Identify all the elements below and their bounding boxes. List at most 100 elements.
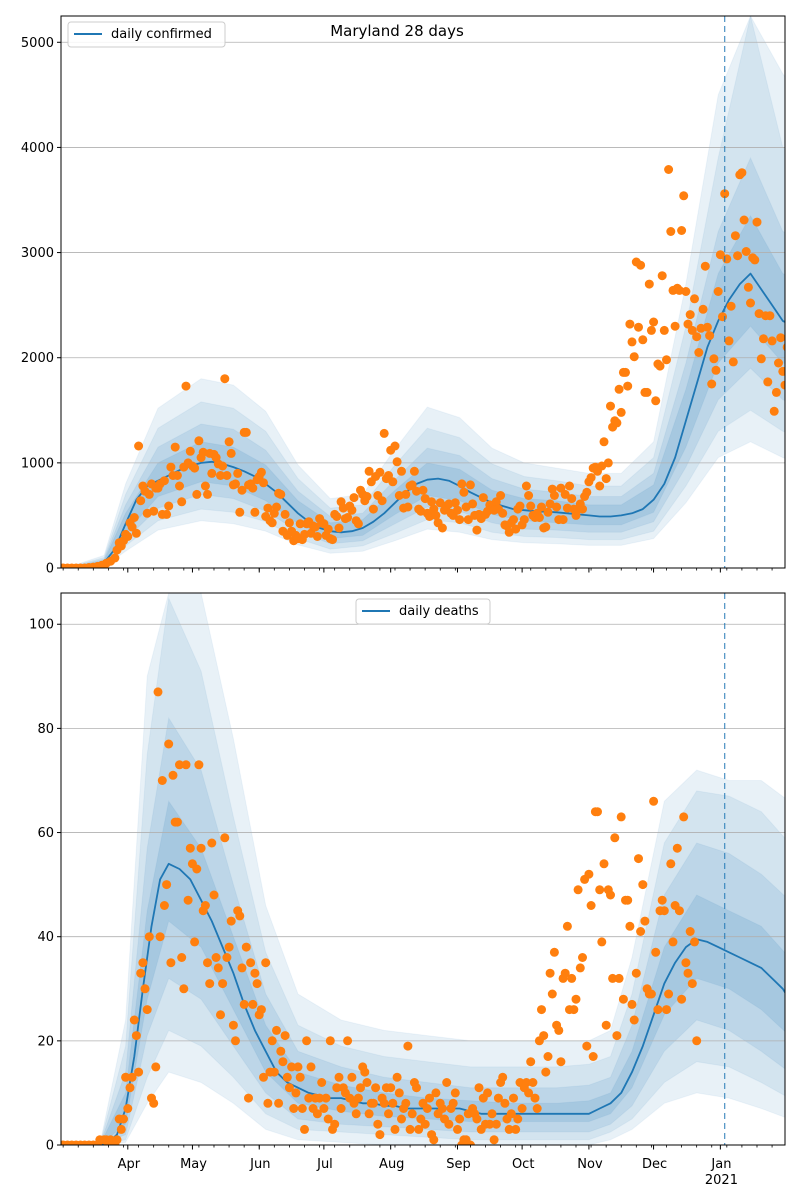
confirmed-observed-point xyxy=(709,354,719,364)
deaths-observed-point xyxy=(683,968,693,978)
deaths-observed-point xyxy=(636,927,646,936)
deaths-observed-point xyxy=(384,1109,393,1119)
deaths-panel: 0 20 40 60 80 100 Apr May Jun Jul Aug Sep Oct Nov Dec J… xyxy=(29,592,786,1188)
confirmed-observed-point xyxy=(216,471,225,480)
deaths-observed-point xyxy=(364,1109,374,1119)
deaths-observed-point xyxy=(662,1005,671,1015)
confirmed-observed-point xyxy=(556,483,566,493)
confirmed-observed-point xyxy=(690,294,699,304)
deaths-observed-point xyxy=(483,1088,493,1098)
confirmed-observed-point xyxy=(162,509,172,519)
deaths-observed-point xyxy=(403,1041,413,1051)
confirmed-observed-point xyxy=(368,504,378,514)
deaths-observed-point xyxy=(425,1093,434,1103)
confirmed-observed-point xyxy=(724,336,734,346)
confirmed-observed-point xyxy=(259,478,268,488)
deaths-observed-point xyxy=(312,1109,322,1119)
confirmed-observed-point xyxy=(192,489,202,499)
deaths-ytick-label: 40 xyxy=(37,930,54,945)
deaths-observed-point xyxy=(272,1025,281,1035)
deaths-observed-point xyxy=(125,1083,135,1093)
deaths-observed-point xyxy=(455,1114,465,1124)
deaths-observed-point xyxy=(511,1124,521,1134)
deaths-observed-point xyxy=(179,984,189,994)
deaths-observed-point xyxy=(231,1036,240,1046)
confirmed-observed-point xyxy=(129,513,139,522)
confirmed-observed-point xyxy=(190,463,200,473)
confirmed-observed-point xyxy=(537,502,546,512)
confirmed-observed-point xyxy=(560,489,570,499)
confirmed-observed-point xyxy=(431,510,441,520)
confirmed-observed-point xyxy=(136,496,146,506)
confirmed-observed-point xyxy=(248,483,258,493)
confirmed-observed-point xyxy=(664,165,674,174)
confirmed-observed-point xyxy=(614,384,624,394)
confirmed-observed-point xyxy=(679,191,689,201)
deaths-observed-point xyxy=(112,1135,122,1145)
deaths-observed-point xyxy=(149,1098,159,1108)
confirmed-observed-point xyxy=(272,502,281,512)
deaths-observed-point xyxy=(267,1036,277,1046)
deaths-observed-point xyxy=(368,1098,378,1108)
confirmed-observed-point xyxy=(534,513,544,522)
deaths-observed-point xyxy=(674,906,684,916)
deaths-observed-point xyxy=(549,947,559,957)
deaths-observed-point xyxy=(412,1083,421,1093)
confirmed-observed-point xyxy=(685,310,695,320)
confirmed-observed-point xyxy=(601,474,611,484)
deaths-observed-point xyxy=(543,1052,553,1061)
deaths-observed-point xyxy=(200,901,210,910)
deaths-observed-point xyxy=(679,812,689,822)
confirmed-observed-point xyxy=(702,322,712,332)
confirmed-observed-point xyxy=(623,381,633,391)
deaths-observed-point xyxy=(442,1078,452,1087)
confirmed-observed-point xyxy=(521,481,531,491)
confirmed-observed-point xyxy=(276,489,286,499)
deaths-observed-point xyxy=(190,937,200,947)
deaths-observed-point xyxy=(237,963,247,973)
confirmed-observed-point xyxy=(267,518,277,528)
deaths-observed-point xyxy=(177,953,187,962)
confirmed-observed-point xyxy=(782,343,785,352)
deaths-observed-point xyxy=(629,1015,639,1025)
deaths-observed-point xyxy=(278,1057,288,1067)
deaths-observed-point xyxy=(144,932,154,942)
confirmed-observed-point xyxy=(175,481,184,491)
deaths-observed-point xyxy=(498,1072,508,1082)
deaths-observed-point xyxy=(627,999,637,1009)
deaths-observed-point xyxy=(513,1114,523,1124)
deaths-observed-point xyxy=(284,1083,294,1093)
confirmed-ytick-label: 1000 xyxy=(21,456,54,471)
confirmed-axes-frame xyxy=(60,15,786,569)
confirmed-observed-point xyxy=(692,332,702,342)
deaths-observed-point xyxy=(394,1088,404,1098)
deaths-ytick-label: 100 xyxy=(29,618,54,633)
confirmed-observed-point xyxy=(181,381,191,391)
deaths-observed-point xyxy=(239,999,249,1009)
confirmed-observed-point xyxy=(774,358,783,368)
deaths-observed-point xyxy=(263,1098,273,1108)
confirmed-observed-point xyxy=(127,522,137,532)
confirmed-observed-point xyxy=(280,509,290,519)
confirmed-observed-point xyxy=(437,523,447,533)
confirmed-observed-point xyxy=(343,513,353,522)
confirmed-observed-point xyxy=(323,524,333,534)
deaths-observed-point xyxy=(681,958,691,968)
confirmed-observed-point xyxy=(741,247,751,256)
confirmed-observed-point xyxy=(519,515,529,525)
deaths-observed-point xyxy=(450,1088,460,1098)
confirmed-observed-point xyxy=(771,387,781,397)
deaths-observed-point xyxy=(175,760,184,770)
deaths-observed-point xyxy=(336,1104,346,1113)
deaths-observed-point xyxy=(291,1088,301,1098)
deaths-observed-point xyxy=(246,958,256,968)
deaths-observed-point xyxy=(360,1067,370,1077)
deaths-observed-point xyxy=(588,1052,598,1061)
deaths-observed-point xyxy=(276,1046,286,1056)
deaths-observed-point xyxy=(304,1093,314,1103)
deaths-ytick-label: 0 xyxy=(46,1139,54,1154)
deaths-ytick-label: 80 xyxy=(37,722,54,737)
deaths-observed-point xyxy=(509,1093,518,1103)
deaths-observed-point xyxy=(121,1072,131,1082)
